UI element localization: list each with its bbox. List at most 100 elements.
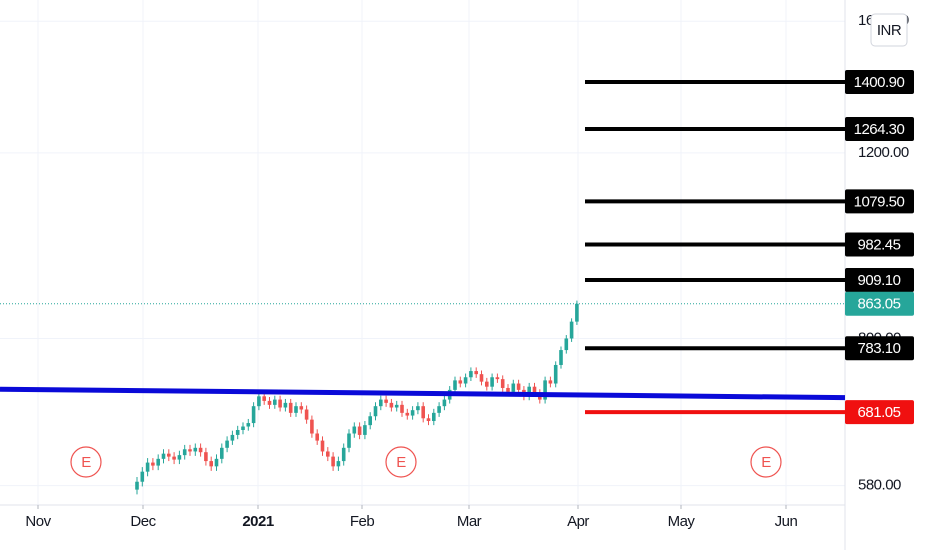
candle-body bbox=[405, 412, 410, 416]
candle-body bbox=[479, 374, 484, 382]
candle-body bbox=[315, 433, 319, 441]
candle-body bbox=[559, 350, 563, 365]
price-level-tag bbox=[845, 232, 914, 257]
candle-body bbox=[373, 406, 378, 417]
price-level-tag bbox=[845, 117, 914, 142]
candle-body bbox=[209, 461, 213, 467]
candle-body bbox=[241, 426, 245, 431]
x-tick-label: 2021 bbox=[242, 513, 274, 530]
candle-body bbox=[426, 418, 431, 422]
price-level-tag bbox=[845, 267, 914, 292]
candle-body bbox=[336, 461, 341, 467]
candle-body bbox=[251, 406, 256, 424]
candle-body bbox=[140, 471, 145, 482]
candle-body bbox=[532, 386, 537, 394]
candle-body bbox=[273, 399, 277, 405]
candle-body bbox=[474, 371, 478, 375]
candle-body bbox=[283, 402, 288, 408]
candle-body bbox=[310, 419, 314, 434]
candle-body bbox=[198, 447, 203, 453]
last-price-tag bbox=[845, 291, 914, 316]
candle-body bbox=[177, 455, 182, 460]
currency-label: INR bbox=[877, 22, 902, 39]
price-level-label: 783.10 bbox=[858, 340, 901, 357]
candle-body bbox=[278, 399, 282, 408]
x-tick-label: May bbox=[668, 513, 696, 530]
earnings-marker bbox=[385, 446, 417, 478]
trendline bbox=[0, 386, 846, 401]
earnings-marker bbox=[70, 446, 102, 478]
candle-body bbox=[288, 402, 293, 413]
last-price-label: 863.05 bbox=[858, 296, 901, 313]
candle-body bbox=[172, 456, 176, 460]
candle-body bbox=[357, 426, 362, 435]
candle-body bbox=[564, 338, 569, 351]
earnings-label: E bbox=[81, 454, 91, 471]
candle-body bbox=[363, 425, 367, 435]
candle-body bbox=[394, 404, 399, 408]
x-tick-label: Feb bbox=[350, 513, 375, 530]
candle-body bbox=[469, 371, 473, 378]
candle-body bbox=[575, 303, 579, 322]
candle-body bbox=[548, 380, 553, 384]
candle-body bbox=[331, 456, 335, 467]
candle-body bbox=[326, 451, 330, 457]
currency-button bbox=[870, 13, 908, 47]
candle-body bbox=[516, 383, 521, 390]
x-tick-label: Mar bbox=[457, 513, 482, 530]
candle-body bbox=[352, 426, 357, 434]
candle-body bbox=[214, 458, 219, 467]
x-tick-label: Dec bbox=[130, 513, 156, 530]
candle-body bbox=[167, 453, 171, 457]
candle-body bbox=[384, 399, 388, 403]
price-level-label: 1079.50 bbox=[854, 193, 905, 210]
candle-body bbox=[294, 406, 298, 413]
candle-body bbox=[193, 447, 198, 452]
candle-body bbox=[389, 402, 394, 408]
candle-body bbox=[204, 452, 208, 462]
candle-body bbox=[458, 380, 463, 384]
candle-body bbox=[400, 404, 404, 413]
earnings-label: E bbox=[761, 454, 771, 471]
candle-body bbox=[543, 380, 547, 400]
candle-body bbox=[453, 380, 457, 390]
candle-body bbox=[500, 379, 505, 388]
candle-body bbox=[527, 386, 531, 397]
price-level-label: 982.45 bbox=[858, 236, 901, 253]
candle-body bbox=[246, 423, 251, 427]
candle-body bbox=[188, 449, 192, 452]
candle-body bbox=[257, 396, 261, 407]
candle-body bbox=[220, 447, 224, 459]
candle-body bbox=[161, 453, 166, 459]
candle-body bbox=[156, 458, 160, 466]
x-tick-label: Apr bbox=[567, 513, 589, 530]
candle-body bbox=[410, 410, 415, 416]
candle-body bbox=[485, 381, 489, 387]
price-level-tag bbox=[845, 400, 914, 425]
candle-body bbox=[225, 440, 229, 448]
candle-body bbox=[463, 377, 468, 384]
price-level-label: 1264.30 bbox=[854, 121, 905, 138]
x-tick-label: Jun bbox=[775, 513, 798, 530]
earnings-label: E bbox=[396, 454, 406, 471]
candle-body bbox=[151, 462, 155, 466]
candle-body bbox=[432, 412, 436, 422]
candle-body bbox=[341, 447, 346, 462]
candle-body bbox=[442, 399, 447, 407]
candle-body bbox=[511, 383, 516, 392]
x-tick-label: Nov bbox=[25, 513, 51, 530]
price-level-label: 909.10 bbox=[858, 272, 901, 289]
candle-body bbox=[135, 481, 139, 490]
y-tick-label: 580.00 bbox=[858, 477, 901, 494]
candle-body bbox=[262, 396, 266, 401]
candle-body bbox=[299, 406, 304, 410]
candle-body bbox=[182, 449, 187, 456]
price-level-tag bbox=[845, 189, 914, 214]
candle-body bbox=[320, 440, 325, 452]
candle-body bbox=[145, 462, 150, 472]
candle-body bbox=[235, 430, 240, 435]
candle-body bbox=[553, 364, 558, 384]
candle-body bbox=[437, 406, 441, 413]
